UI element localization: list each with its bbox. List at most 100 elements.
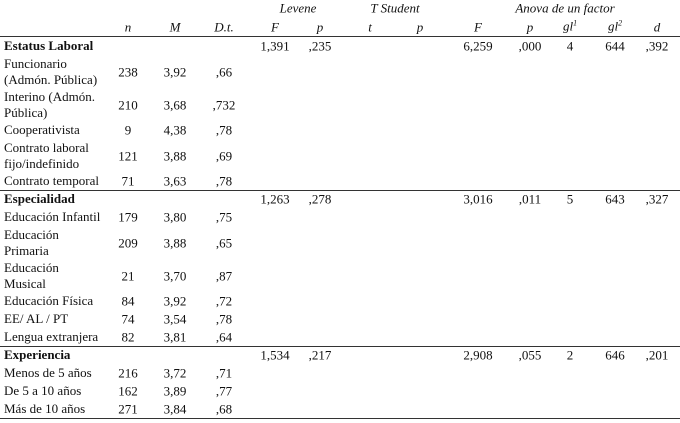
row-label: Contrato laboral (4, 140, 89, 155)
row-label: Interino (Admón. (4, 89, 95, 104)
row-label: Educación Infantil (4, 209, 101, 224)
row-label: EE/ AL / PT (4, 311, 69, 326)
cell: ,66 (215, 64, 233, 79)
cell: 3,54 (163, 311, 187, 327)
levene-value: 1,391 (260, 38, 290, 54)
cell: ,87 (215, 268, 233, 283)
header-sup: 1 (573, 18, 578, 28)
rule (0, 346, 680, 347)
cell: 84 (121, 293, 135, 309)
section-title: Especialidad (4, 191, 75, 206)
cell: ,71 (215, 365, 233, 381)
cell: 3,72 (163, 365, 187, 381)
row-label: Cooperativista (4, 122, 80, 137)
cell: 71 (121, 173, 135, 189)
section-title: Experiencia (4, 347, 71, 362)
header-text: gl (607, 18, 619, 34)
cell: 3,81 (163, 329, 187, 345)
row-label: Educación (4, 227, 59, 242)
cell: 3,80 (163, 209, 187, 225)
cell: 3,92 (163, 64, 187, 79)
rule (0, 418, 680, 419)
column-header: p (416, 19, 424, 35)
anova-value: 5 (566, 191, 574, 207)
column-header: p (316, 19, 324, 35)
cell: 238 (118, 64, 138, 79)
cell: ,732 (212, 97, 236, 112)
cell: 3,68 (163, 97, 187, 112)
row-label: Musical (4, 276, 46, 291)
row-label: Educación (4, 260, 59, 275)
cell: ,78 (215, 122, 233, 138)
cell: ,78 (215, 311, 233, 327)
cell: 3,92 (163, 293, 187, 309)
row-label: Menos de 5 años (4, 365, 92, 380)
rule (0, 190, 680, 191)
cell: ,75 (215, 209, 233, 225)
anova-value: ,011 (518, 191, 542, 207)
anova-value: ,201 (645, 347, 669, 363)
column-header: D.t. (214, 19, 234, 35)
anova-value: 643 (605, 191, 625, 207)
anova-value: ,327 (645, 191, 669, 207)
row-label: Primaria (4, 243, 49, 258)
cell: ,77 (215, 383, 233, 399)
cell: 4,38 (163, 122, 187, 138)
levene-value: ,217 (308, 347, 332, 363)
levene-value: ,235 (308, 38, 332, 54)
column-header: t (368, 19, 372, 35)
cell: ,78 (215, 173, 233, 189)
cell: ,64 (215, 329, 233, 345)
cell: 3,84 (163, 401, 187, 417)
anova-value: 2 (566, 347, 574, 363)
anova-value: 4 (566, 38, 574, 54)
anova-value: ,392 (645, 38, 669, 54)
cell: 21 (121, 268, 135, 283)
cell: 162 (118, 383, 138, 399)
cell: 216 (118, 365, 138, 381)
cell: 3,63 (163, 173, 187, 189)
header-text: gl (562, 18, 574, 34)
column-header: d (653, 19, 661, 35)
rule (0, 36, 680, 37)
row-label: Funcionario (4, 56, 67, 71)
group-header: T Student (370, 0, 420, 16)
anova-value: 6,259 (463, 38, 493, 54)
cell: 121 (118, 148, 138, 163)
row-label: Educación Física (4, 293, 94, 308)
cell: ,68 (215, 401, 233, 417)
cell: 179 (118, 209, 138, 225)
column-header: M (169, 19, 181, 35)
column-header: p (526, 19, 534, 35)
cell: ,69 (215, 148, 233, 163)
row-label: (Admón. Pública) (4, 72, 98, 87)
column-header: gl2 (607, 18, 623, 34)
row-label: Pública) (4, 105, 48, 120)
cell: 209 (118, 235, 138, 250)
cell: 271 (118, 401, 138, 417)
group-header: Anova de un factor (515, 0, 615, 16)
cell: 3,88 (163, 235, 187, 250)
levene-value: ,278 (308, 191, 332, 207)
cell: 3,89 (163, 383, 187, 399)
cell: 3,70 (163, 268, 187, 283)
levene-value: 1,263 (260, 191, 290, 207)
cell: ,65 (215, 235, 233, 250)
column-header: gl1 (562, 18, 578, 34)
anova-value: 2,908 (463, 347, 493, 363)
section-title: Estatus Laboral (4, 38, 94, 53)
cell: 210 (118, 97, 138, 112)
cell: 82 (121, 329, 135, 345)
cell: 9 (124, 122, 132, 138)
row-label: Lengua extranjera (4, 329, 99, 344)
cell: ,72 (215, 293, 233, 309)
row-label: De 5 a 10 años (4, 383, 82, 398)
anova-value: ,055 (518, 347, 542, 363)
cell: 74 (121, 311, 135, 327)
column-header: n (124, 19, 132, 35)
anova-value: 646 (605, 347, 625, 363)
header-sup: 2 (618, 18, 623, 28)
row-label: fijo/indefinido (4, 156, 80, 171)
anova-value: 3,016 (463, 191, 493, 207)
